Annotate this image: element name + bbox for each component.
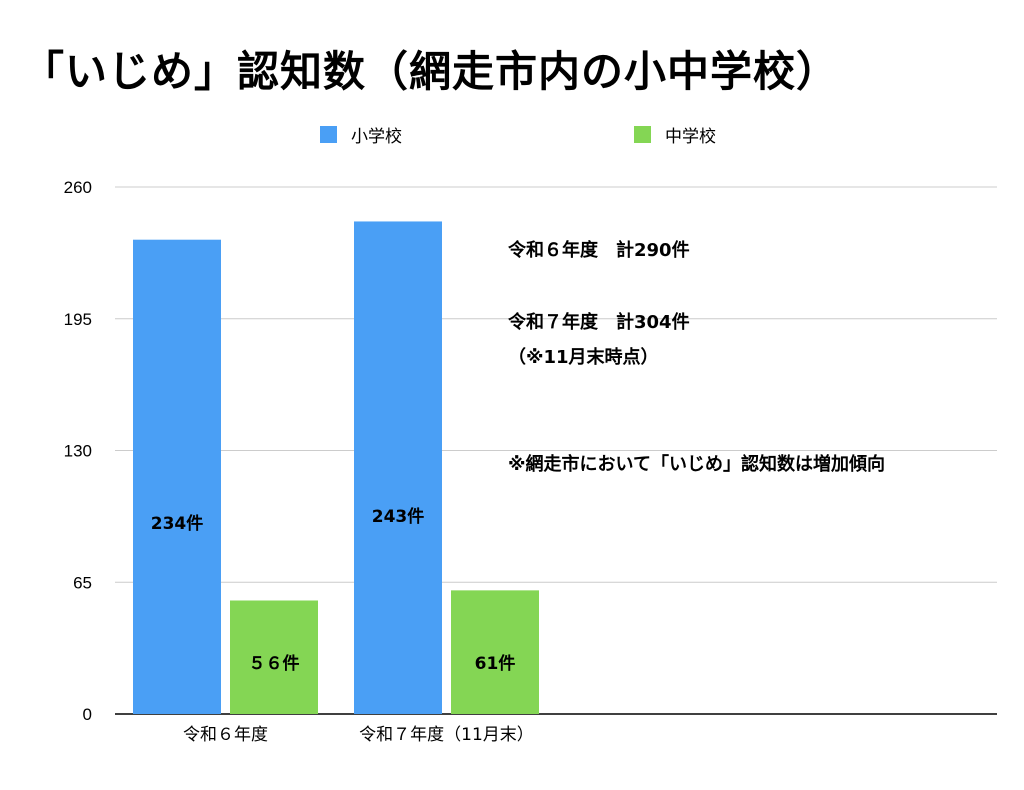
data-label: 243件 — [372, 506, 425, 527]
data-label: 234件 — [151, 513, 204, 534]
annotation: 令和６年度 計290件 — [508, 240, 690, 261]
x-tick-label: 令和６年度 — [183, 725, 268, 745]
bar — [354, 221, 442, 714]
y-tick-label: 260 — [64, 178, 92, 197]
legend-label: 中学校 — [665, 127, 716, 147]
data-label: 61件 — [475, 653, 516, 674]
y-tick-label: 0 — [83, 705, 92, 724]
annotation: 令和７年度 計304件 — [508, 312, 690, 333]
annotation: （※11月末時点） — [508, 347, 659, 368]
bar — [230, 600, 318, 714]
y-tick-label: 65 — [73, 573, 92, 592]
legend-label: 小学校 — [351, 127, 402, 147]
legend-item-elementary: 小学校 — [320, 122, 402, 147]
y-tick-label: 130 — [64, 442, 92, 461]
y-tick-label: 195 — [64, 310, 92, 329]
chart-title: 「いじめ」認知数（網走市内の小中学校） — [22, 47, 840, 96]
bar — [451, 590, 539, 714]
legend-swatch — [320, 126, 337, 143]
legend-swatch — [634, 126, 651, 143]
annotation: ※網走市において「いじめ」認知数は増加傾向 — [508, 454, 885, 475]
bar — [133, 239, 221, 714]
data-label: ５６件 — [249, 653, 300, 674]
legend-item-junior-high: 中学校 — [634, 122, 716, 147]
x-tick-label: 令和７年度（11月末） — [359, 725, 534, 745]
